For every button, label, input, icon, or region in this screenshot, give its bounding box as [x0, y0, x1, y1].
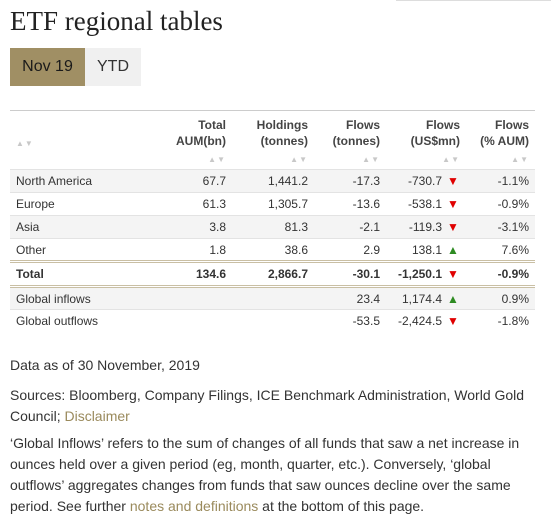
flows-usd-cell: -2,424.5 ▼	[386, 309, 466, 333]
flows-tonnes-cell: -13.6	[314, 192, 386, 216]
aum-cell: 3.8	[170, 215, 232, 239]
tab-nov-19[interactable]: Nov 19	[10, 48, 85, 86]
flows-tonnes-cell: 2.9	[314, 238, 386, 262]
holdings-cell: 1,305.7	[232, 192, 314, 216]
column-header-flows-pct-aum[interactable]: Flows (% AUM) ▲▼	[466, 110, 535, 170]
down-arrow-icon: ▼	[447, 220, 459, 234]
flows-tonnes-cell: -30.1	[314, 260, 386, 288]
sort-icon[interactable]: ▲▼	[511, 155, 529, 164]
column-header-total-aum[interactable]: Total AUM(bn) ▲▼	[170, 110, 232, 170]
aum-cell: 61.3	[170, 192, 232, 216]
holdings-cell	[232, 309, 314, 333]
definitions-suffix: at the bottom of this page.	[258, 498, 425, 514]
flows-usd-value: -2,424.5	[397, 314, 442, 329]
down-arrow-icon: ▼	[447, 314, 459, 329]
table-row: Total 134.6 2,866.7 -30.1 -1,250.1 ▼ -0.9…	[10, 260, 535, 288]
data-date-note: Data as of 30 November, 2019	[10, 357, 200, 373]
table-row: Other 1.8 38.6 2.9 138.1 ▲ 7.6%	[10, 238, 535, 262]
notes-and-definitions-link[interactable]: notes and definitions	[129, 498, 259, 514]
flows-usd-value: -119.3	[408, 220, 442, 234]
aum-cell	[170, 286, 232, 310]
holdings-cell: 1,441.2	[232, 169, 314, 193]
flows-usd-value: -1,250.1	[397, 267, 442, 281]
aum-cell: 67.7	[170, 169, 232, 193]
sort-icon[interactable]: ▲▼	[208, 155, 226, 164]
top-divider	[396, 0, 551, 1]
up-arrow-icon: ▲	[447, 242, 459, 257]
tab-ytd[interactable]: YTD	[85, 48, 141, 86]
definitions-text: ‘Global Inflows’ refers to the sum of ch…	[10, 435, 520, 514]
region-cell: North America	[10, 169, 170, 193]
sort-icon[interactable]: ▲▼	[442, 155, 460, 164]
holdings-cell: 2,866.7	[232, 260, 314, 288]
flows-pct-cell: -1.1%	[466, 169, 535, 193]
flows-pct-cell: -0.9%	[466, 260, 535, 288]
flows-pct-cell: -1.8%	[466, 309, 535, 333]
flows-usd-cell: -119.3 ▼	[386, 215, 466, 239]
flows-pct-cell: -0.9%	[466, 192, 535, 216]
region-cell: Asia	[10, 215, 170, 239]
column-header-holdings[interactable]: Holdings (tonnes) ▲▼	[232, 110, 314, 170]
page-title: ETF regional tables	[10, 6, 223, 36]
flows-pct-cell: 0.9%	[466, 286, 535, 310]
aum-cell: 1.8	[170, 238, 232, 262]
table-row: Global outflows -53.5 -2,424.5 ▼ -1.8%	[10, 309, 535, 333]
flows-usd-cell: -1,250.1 ▼	[386, 260, 466, 288]
aum-cell: 134.6	[170, 260, 232, 288]
up-arrow-icon: ▲	[447, 291, 459, 306]
flows-usd-value: 1,174.4	[401, 291, 442, 306]
sort-icon[interactable]: ▲▼	[362, 155, 380, 164]
region-cell: Global inflows	[10, 286, 170, 310]
down-arrow-icon: ▼	[447, 267, 459, 281]
flows-tonnes-cell: -53.5	[314, 309, 386, 333]
sources-text: Sources: Bloomberg, Company Filings, ICE…	[10, 387, 525, 424]
flows-tonnes-cell: -2.1	[314, 215, 386, 239]
definitions-note: ‘Global Inflows’ refers to the sum of ch…	[10, 433, 540, 517]
table-row: Asia 3.8 81.3 -2.1 -119.3 ▼ -3.1%	[10, 215, 535, 239]
sources-note: Sources: Bloomberg, Company Filings, ICE…	[10, 385, 540, 427]
flows-usd-cell: 1,174.4 ▲	[386, 286, 466, 310]
holdings-cell: 38.6	[232, 238, 314, 262]
region-cell: Other	[10, 238, 170, 262]
holdings-cell	[232, 286, 314, 310]
table-row: Global inflows 23.4 1,174.4 ▲ 0.9%	[10, 286, 535, 310]
flows-usd-cell: -730.7 ▼	[386, 169, 466, 193]
flows-usd-value: -538.1	[407, 197, 442, 211]
region-cell: Total	[10, 260, 170, 288]
region-cell: Europe	[10, 192, 170, 216]
flows-usd-cell: -538.1 ▼	[386, 192, 466, 216]
down-arrow-icon: ▼	[447, 174, 459, 188]
region-cell: Global outflows	[10, 309, 170, 333]
period-tabs: Nov 19 YTD	[10, 48, 141, 86]
flows-usd-cell: 138.1 ▲	[386, 238, 466, 262]
table-row: Europe 61.3 1,305.7 -13.6 -538.1 ▼ -0.9%	[10, 192, 535, 216]
sort-icon[interactable]: ▲▼	[16, 139, 34, 148]
disclaimer-link[interactable]: Disclaimer	[64, 408, 130, 424]
column-header-flows-tonnes[interactable]: Flows (tonnes) ▲▼	[314, 110, 386, 170]
column-header-region[interactable]: ▲▼	[10, 110, 170, 170]
column-header-flows-usd[interactable]: Flows (US$mn) ▲▼	[386, 110, 466, 170]
down-arrow-icon: ▼	[447, 197, 459, 211]
flows-usd-value: 138.1	[411, 242, 442, 257]
table-row: North America 67.7 1,441.2 -17.3 -730.7 ▼…	[10, 169, 535, 193]
flows-tonnes-cell: -17.3	[314, 169, 386, 193]
aum-cell	[170, 309, 232, 333]
holdings-cell: 81.3	[232, 215, 314, 239]
table-header-row: ▲▼ Total AUM(bn) ▲▼ Holdings (tonnes) ▲▼…	[10, 110, 535, 170]
flows-pct-cell: 7.6%	[466, 238, 535, 262]
sort-icon[interactable]: ▲▼	[290, 155, 308, 164]
etf-regional-table: ▲▼ Total AUM(bn) ▲▼ Holdings (tonnes) ▲▼…	[10, 110, 535, 333]
flows-tonnes-cell: 23.4	[314, 286, 386, 310]
flows-pct-cell: -3.1%	[466, 215, 535, 239]
flows-usd-value: -730.7	[407, 174, 442, 188]
